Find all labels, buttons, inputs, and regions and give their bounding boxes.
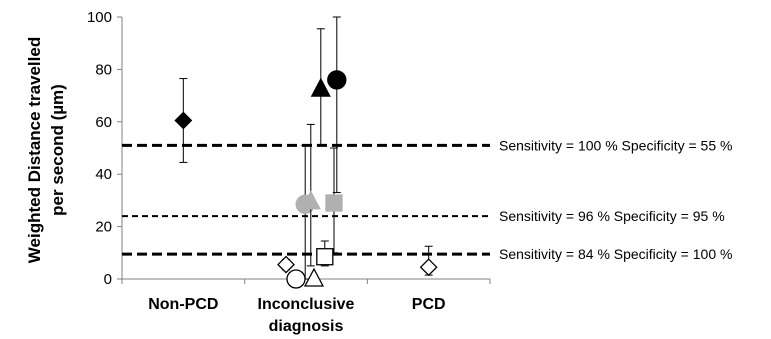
category-label: PCD xyxy=(412,296,446,313)
y-tick-label: 80 xyxy=(95,61,112,78)
circle-marker xyxy=(286,269,306,289)
y-tick-label: 40 xyxy=(95,166,112,183)
data-point-triangle xyxy=(303,267,325,287)
y-axis-label: Weighted Distance travelled per second (µ… xyxy=(25,37,67,263)
data-point-square xyxy=(316,240,334,267)
data-point-triangle xyxy=(300,123,321,267)
y-axis-label-line: per second (µm) xyxy=(48,84,67,216)
category-label: Non-PCD xyxy=(148,296,218,313)
data-point-diamond xyxy=(277,255,295,274)
data-point-square xyxy=(325,147,343,254)
y-tick-label: 100 xyxy=(87,9,112,26)
category-labels: Non-PCD Inconclusive diagnosis PCD xyxy=(148,296,445,335)
threshold-label: Sensitivity = 84 % Specificity = 100 % xyxy=(499,246,732,262)
data-point-circle xyxy=(327,16,347,194)
data-point-circle xyxy=(295,144,315,280)
threshold-lines: Sensitivity = 100 % Specificity = 55 % Se… xyxy=(122,137,732,262)
threshold-label: Sensitivity = 96 % Specificity = 95 % xyxy=(499,208,725,224)
diamond-marker xyxy=(174,111,193,130)
triangle-marker xyxy=(300,190,321,210)
category-label: diagnosis xyxy=(269,318,344,335)
circle-marker xyxy=(327,70,347,90)
y-tick-label: 60 xyxy=(95,114,112,131)
triangle-marker xyxy=(303,267,325,287)
data-points xyxy=(174,16,438,289)
axes: 0 20 40 60 80 100 xyxy=(87,9,491,288)
data-point-diamond xyxy=(174,78,193,163)
y-axis-label-line: Weighted Distance travelled xyxy=(25,37,44,263)
square-marker xyxy=(325,194,343,212)
data-point-diamond xyxy=(419,245,438,277)
y-tick-label: 20 xyxy=(95,219,112,236)
threshold-label: Sensitivity = 100 % Specificity = 55 % xyxy=(499,137,732,153)
diamond-marker xyxy=(277,255,295,274)
diamond-marker xyxy=(419,258,438,277)
triangle-marker xyxy=(310,77,331,97)
square-marker xyxy=(316,248,334,266)
y-tick-label: 0 xyxy=(104,271,112,288)
category-label: Inconclusive xyxy=(258,296,355,313)
data-point-triangle xyxy=(310,28,331,146)
data-point-circle xyxy=(286,269,306,289)
